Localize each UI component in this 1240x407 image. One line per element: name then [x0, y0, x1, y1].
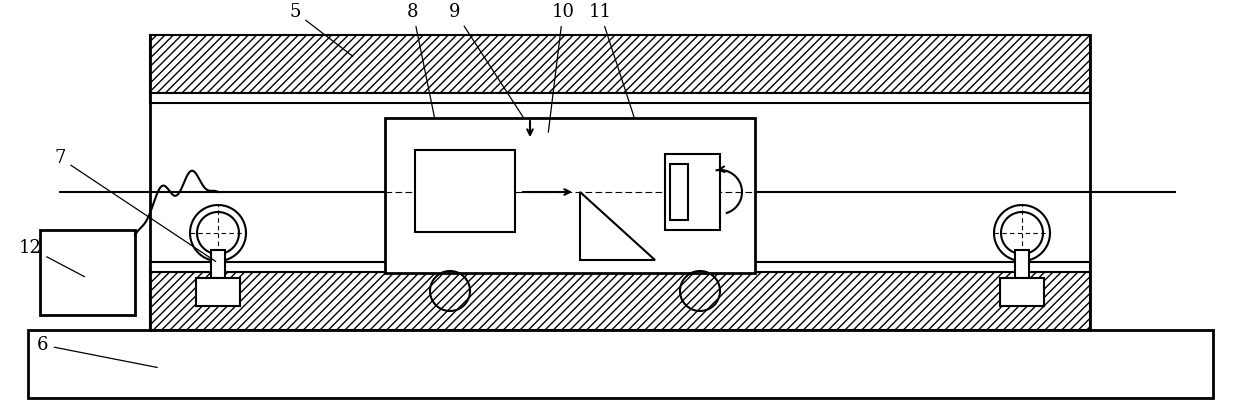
Bar: [1016, 250, 1029, 278]
Bar: [999, 278, 1044, 306]
Bar: [150, 35, 1090, 93]
Bar: [40, 230, 135, 315]
Bar: [150, 93, 1090, 103]
Bar: [415, 150, 515, 232]
Text: 12: 12: [19, 239, 84, 277]
Text: 5: 5: [289, 3, 353, 56]
Bar: [670, 164, 688, 220]
Bar: [150, 262, 1090, 272]
Bar: [150, 272, 1090, 330]
Text: 8: 8: [407, 3, 434, 117]
Bar: [211, 250, 224, 278]
Bar: [665, 154, 720, 230]
Text: 11: 11: [589, 3, 634, 117]
Text: 6: 6: [37, 336, 157, 368]
Bar: [384, 118, 755, 273]
Bar: [196, 278, 241, 306]
Bar: [29, 330, 1213, 398]
Text: 10: 10: [548, 3, 574, 132]
Polygon shape: [580, 192, 655, 260]
Text: 7: 7: [55, 149, 216, 261]
Text: 9: 9: [449, 3, 523, 118]
